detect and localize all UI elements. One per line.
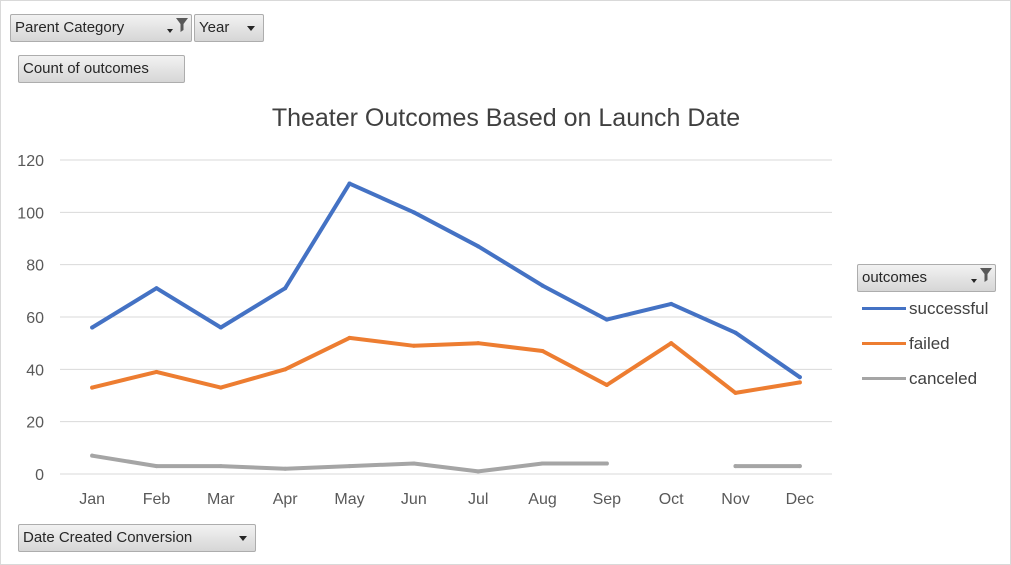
- outcomes-legend-filter-button[interactable]: outcomes: [857, 264, 996, 292]
- chevron-down-icon: [971, 279, 977, 283]
- parent-category-label: Parent Category: [15, 19, 125, 36]
- data-point-successful[interactable]: [411, 210, 416, 215]
- data-point-canceled[interactable]: [797, 464, 802, 469]
- y-tick-label: 0: [35, 467, 44, 484]
- data-point-canceled[interactable]: [283, 466, 288, 471]
- data-point-canceled[interactable]: [218, 464, 223, 469]
- legend-label-failed: failed: [909, 334, 950, 353]
- legend-label-successful: successful: [909, 299, 989, 318]
- data-point-failed[interactable]: [797, 380, 802, 385]
- x-tick-label: May: [334, 491, 364, 508]
- x-tick-label: Apr: [273, 491, 299, 508]
- legend-label-canceled: canceled: [909, 369, 978, 388]
- data-point-failed[interactable]: [669, 341, 674, 346]
- data-point-successful[interactable]: [733, 330, 738, 335]
- series-line-successful[interactable]: [90, 181, 802, 380]
- x-tick-label: Jul: [468, 491, 488, 508]
- axis-field-button[interactable]: Date Created Conversion: [18, 524, 256, 552]
- x-tick-label: Oct: [659, 491, 684, 508]
- values-field-label: Count of outcomes: [23, 60, 149, 77]
- series-successful: [90, 181, 802, 380]
- y-tick-label: 80: [26, 258, 44, 275]
- data-point-canceled[interactable]: [90, 453, 95, 458]
- chevron-down-icon: [167, 29, 173, 33]
- year-label: Year: [199, 19, 230, 36]
- x-tick-label: Jan: [79, 491, 105, 508]
- legend-swatch-successful: [862, 307, 906, 310]
- filter-icon: [980, 268, 992, 282]
- values-field-button[interactable]: Count of outcomes: [18, 55, 185, 83]
- data-point-successful[interactable]: [476, 244, 481, 249]
- x-tick-label: Dec: [786, 491, 814, 508]
- data-point-canceled[interactable]: [347, 464, 352, 469]
- data-point-failed[interactable]: [347, 335, 352, 340]
- data-point-successful[interactable]: [347, 181, 352, 186]
- data-point-failed[interactable]: [604, 383, 609, 388]
- series-canceled: [90, 453, 802, 474]
- year-filter-button[interactable]: Year: [194, 14, 264, 42]
- outcomes-field-label: outcomes: [862, 269, 928, 286]
- data-point-canceled[interactable]: [411, 461, 416, 466]
- data-point-successful[interactable]: [283, 286, 288, 291]
- chevron-down-icon: [247, 26, 255, 31]
- data-point-failed[interactable]: [283, 367, 288, 372]
- data-point-successful[interactable]: [797, 375, 802, 380]
- y-tick-label: 100: [17, 205, 44, 222]
- y-tick-label: 40: [26, 362, 44, 379]
- axis-field-label: Date Created Conversion: [23, 529, 193, 546]
- data-point-canceled[interactable]: [604, 461, 609, 466]
- data-point-successful[interactable]: [669, 301, 674, 306]
- data-point-canceled[interactable]: [540, 461, 545, 466]
- data-point-failed[interactable]: [540, 349, 545, 354]
- data-point-successful[interactable]: [604, 317, 609, 322]
- data-point-canceled[interactable]: [476, 469, 481, 474]
- y-tick-label: 20: [26, 415, 44, 432]
- data-point-failed[interactable]: [154, 369, 159, 374]
- x-tick-label: Jun: [401, 491, 427, 508]
- series-line-canceled[interactable]: [90, 453, 609, 474]
- filter-icon: [176, 18, 188, 32]
- x-tick-label: Nov: [721, 491, 749, 508]
- parent-category-filter-button[interactable]: Parent Category: [10, 14, 192, 42]
- data-point-failed[interactable]: [90, 385, 95, 390]
- data-point-successful[interactable]: [540, 283, 545, 288]
- x-tick-label: Sep: [593, 491, 622, 508]
- y-tick-label: 60: [26, 310, 44, 327]
- data-point-failed[interactable]: [733, 390, 738, 395]
- x-tick-label: Aug: [528, 491, 556, 508]
- legend-swatch-canceled: [862, 377, 906, 380]
- y-tick-label: 120: [17, 153, 44, 170]
- data-point-failed[interactable]: [411, 343, 416, 348]
- x-tick-label: Mar: [207, 491, 235, 508]
- data-point-canceled[interactable]: [154, 464, 159, 469]
- data-point-successful[interactable]: [90, 325, 95, 330]
- data-point-canceled[interactable]: [733, 464, 738, 469]
- data-point-successful[interactable]: [218, 325, 223, 330]
- data-point-successful[interactable]: [154, 286, 159, 291]
- x-tick-label: Feb: [143, 491, 171, 508]
- data-point-failed[interactable]: [476, 341, 481, 346]
- chart-title: Theater Outcomes Based on Launch Date: [272, 104, 740, 132]
- legend-swatch-failed: [862, 342, 906, 345]
- series-line-failed[interactable]: [90, 335, 802, 395]
- chevron-down-icon: [239, 536, 247, 541]
- data-point-failed[interactable]: [218, 385, 223, 390]
- series-failed: [90, 335, 802, 395]
